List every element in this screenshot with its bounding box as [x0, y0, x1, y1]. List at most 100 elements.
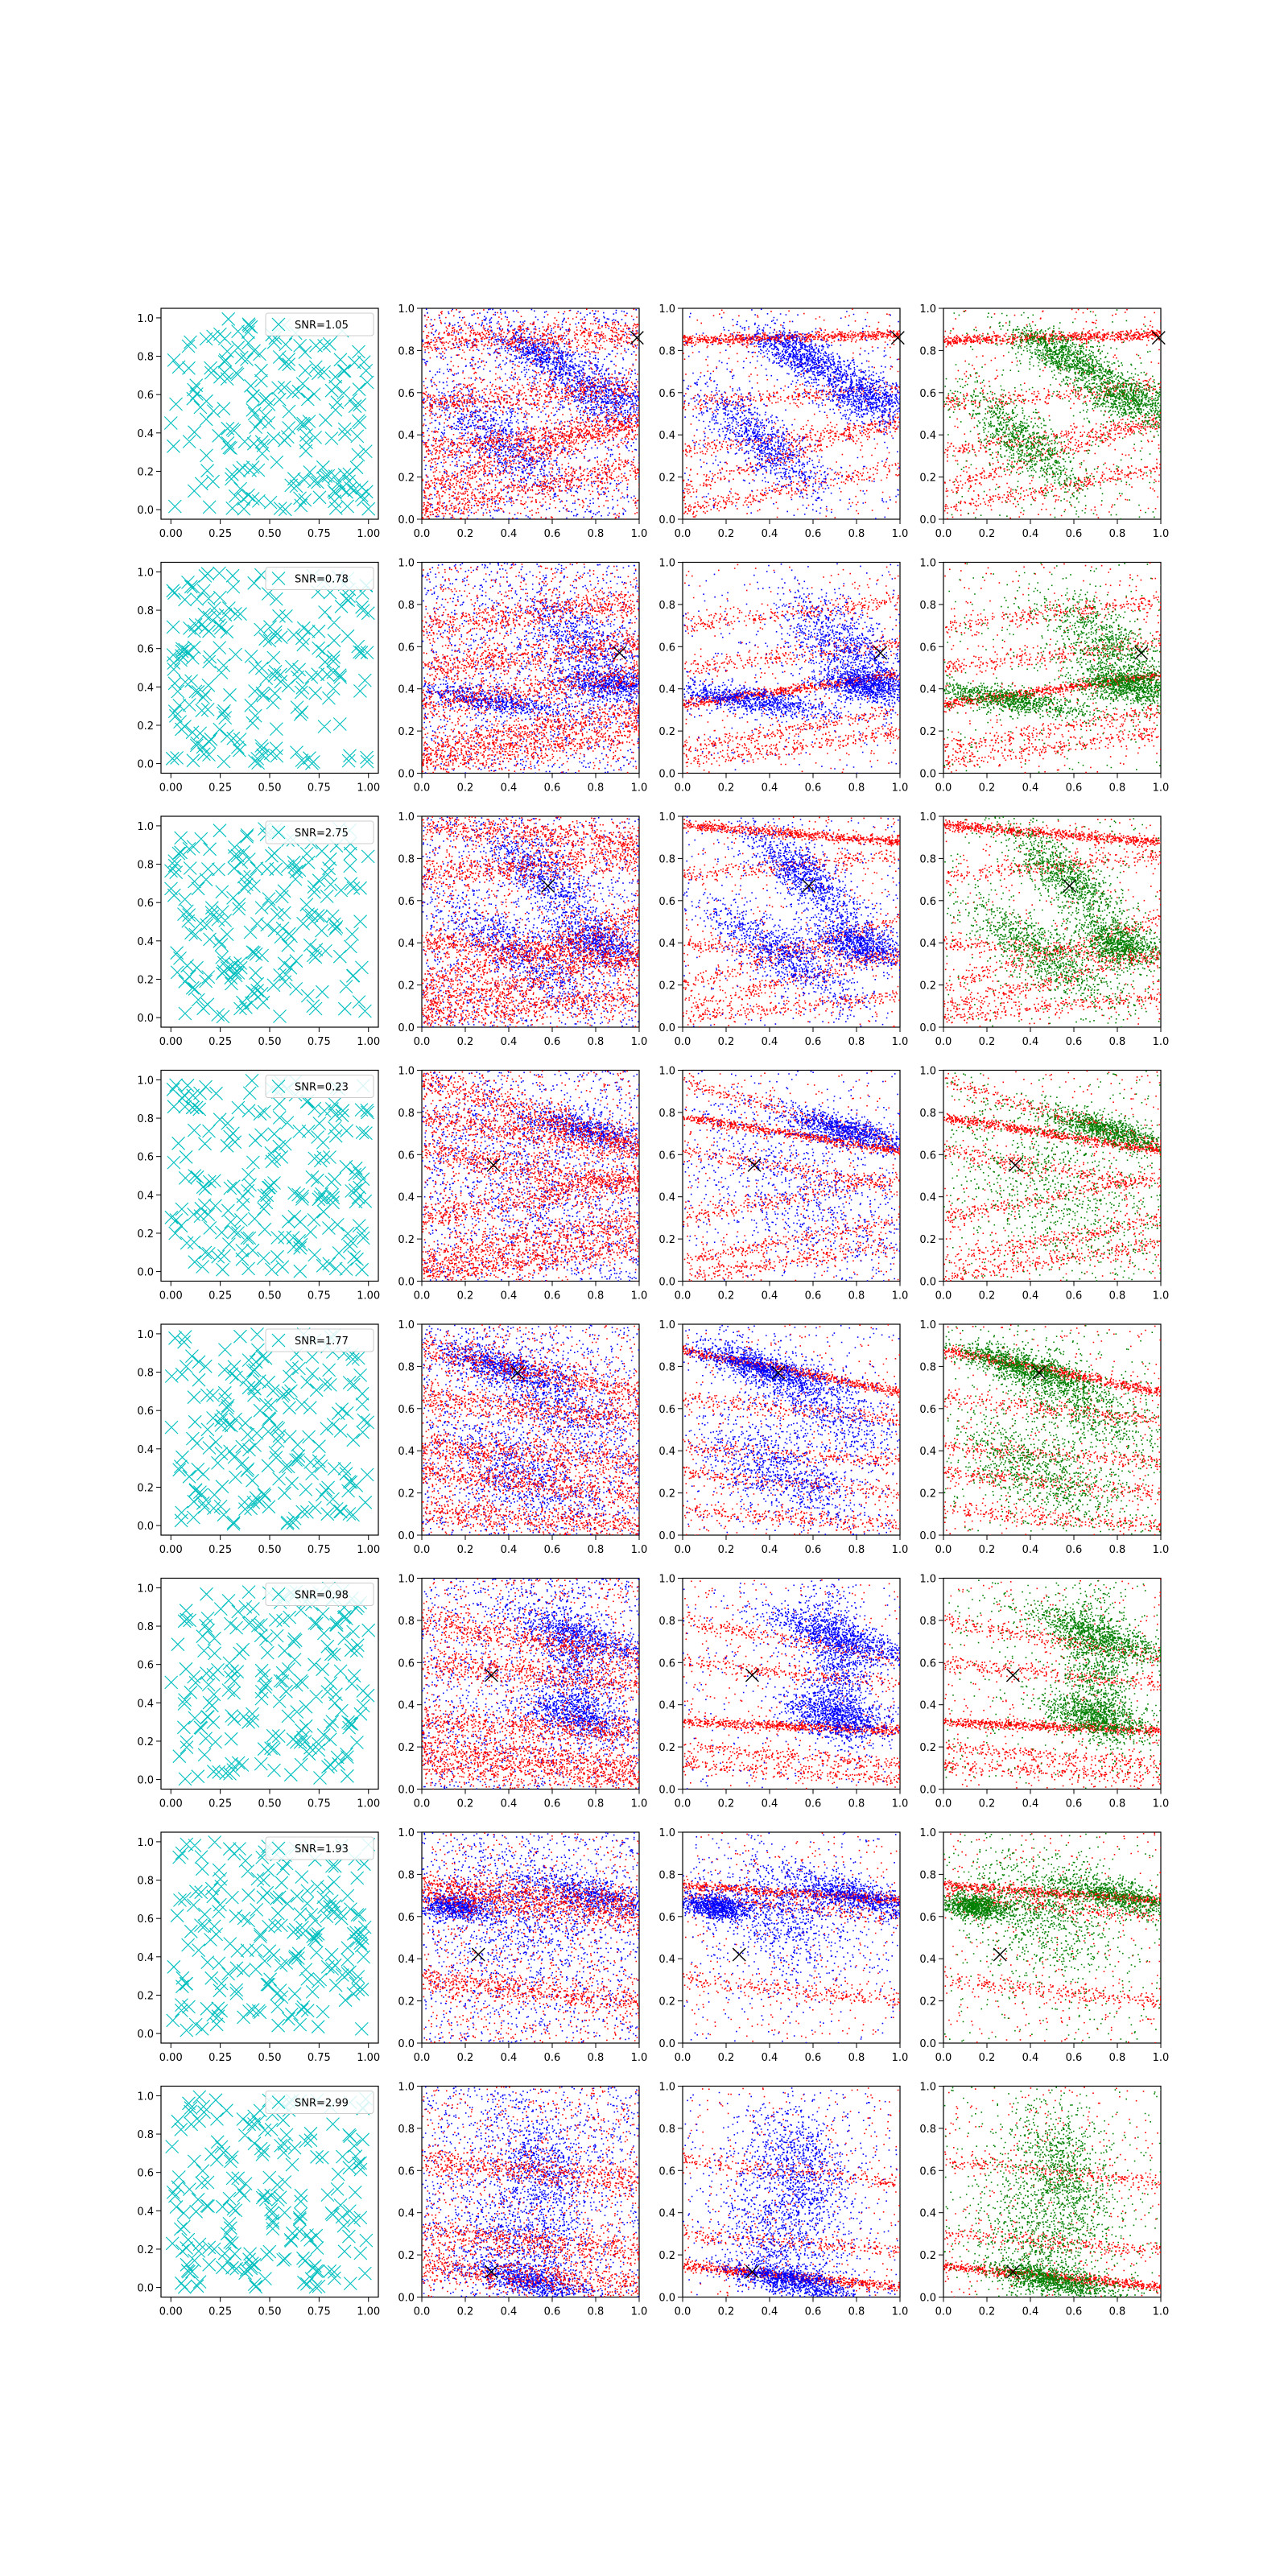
- panel-r7-c1-ytick-label: 0.2: [137, 1990, 154, 2002]
- legend-label: SNR=0.78: [295, 574, 349, 586]
- panel-r5-c2-xtick-label: 0.6: [544, 1544, 561, 1556]
- panel-r8-c1-xtick-label: 0.25: [208, 2306, 232, 2318]
- panel-r5-c4-xtick-label: 0.0: [935, 1544, 952, 1556]
- panel-r3-c2-ytick-label: 0.8: [398, 853, 415, 865]
- panel-r4-c2-ytick-label: 0.6: [398, 1150, 415, 1162]
- panel-r4-c4-xtick-label: 0.4: [1022, 1290, 1039, 1302]
- panel-r4-c1-ytick-label: 0.8: [137, 1113, 154, 1125]
- panel-r4-c1-ytick-label: 0.0: [137, 1267, 154, 1279]
- panel-r8-c3-xtick-label: 0.8: [848, 2306, 865, 2318]
- panel-r1-c1: 0.00 0.25 0.50 0.75 1.000.00.20.40.60.81.0SN…: [137, 308, 380, 540]
- panel-r2-c3-ytick-label: 1.0: [658, 558, 675, 570]
- panel-r4-c1: 0.00 0.25 0.50 0.75 1.000.00.20.40.60.81.0SN…: [137, 1071, 380, 1302]
- panel-r6-c3-ytick-label: 0.6: [658, 1657, 675, 1670]
- panel-r6-c4-ytick-label: 0.2: [919, 1742, 936, 1754]
- panel-r6-c3-xtick-label: 0.8: [848, 1798, 865, 1810]
- panel-r8-c2-ytick-label: 0.6: [398, 2165, 415, 2178]
- panel-r1-c2: 0.0 0.2 0.4 0.6 0.8 1.00.00.20.40.60.81.0: [398, 303, 647, 540]
- panel-r4-c3-ytick-label: 0.4: [658, 1192, 675, 1204]
- panel-r1-c4-ytick-label: 0.0: [919, 514, 936, 526]
- panel-r3-c1-xtick-label: 0.00: [159, 1036, 183, 1048]
- panel-r6-c2-ytick-label: 0.4: [398, 1700, 415, 1712]
- panel-r3-c1-xtick-label: 0.75: [308, 1036, 331, 1048]
- panel-r8-c2-xtick-label: 0.6: [544, 2306, 561, 2318]
- legend-label: SNR=2.99: [295, 2098, 349, 2110]
- panel-r8-c2-xtick-label: 1.0: [631, 2306, 648, 2318]
- panel-r4-c2-ytick-label: 1.0: [398, 1066, 415, 1078]
- panel-r2-c4-ytick-label: 0.0: [919, 769, 936, 781]
- panel-r4-c2-xtick-label: 0.6: [544, 1290, 561, 1302]
- panel-r1-c1-xtick-label: 1.00: [357, 528, 380, 540]
- panel-r5-c4-xtick-label: 1.0: [1153, 1544, 1170, 1556]
- panel-r1-c3-xtick-label: 0.0: [675, 528, 691, 540]
- panel-r6-c2-ytick-label: 1.0: [398, 1574, 415, 1586]
- panel-r5-c3-xtick-label: 0.0: [675, 1544, 691, 1556]
- panel-r1-c3-ytick-label: 0.6: [658, 388, 675, 400]
- panel-r2-c4-xtick-label: 0.2: [979, 782, 996, 795]
- panel-r6-c1-xtick-label: 0.00: [159, 1798, 183, 1810]
- panel-r2-c1-xtick-label: 1.00: [357, 782, 380, 795]
- legend: SNR=0.98: [266, 1583, 374, 1606]
- cyan-x-markers: [164, 312, 374, 516]
- panel-r8-c3-xtick-label: 0.0: [675, 2306, 691, 2318]
- panel-r7-c2-xtick-label: 0.0: [414, 2052, 431, 2064]
- panel-r7-c2-ytick-label: 0.8: [398, 1869, 415, 1881]
- panel-r5-c2-xtick-label: 0.2: [457, 1544, 474, 1556]
- panel-r3-c4-ytick-label: 0.2: [919, 980, 936, 993]
- panel-r2-c1-ytick-label: 0.6: [137, 644, 154, 656]
- panel-r2-c2-ytick-label: 0.6: [398, 642, 415, 654]
- panel-r8-c1-xtick-label: 0.75: [308, 2306, 331, 2318]
- panel-r1-c3-ytick-label: 0.0: [658, 514, 675, 526]
- panel-r8-c3-ytick-label: 1.0: [658, 2082, 675, 2094]
- panel-r6-c4: 0.0 0.2 0.4 0.6 0.8 1.00.00.20.40.60.81.0: [919, 1574, 1169, 1810]
- panel-r1-c4-xtick-label: 0.0: [935, 528, 952, 540]
- panel-r4-c4-xtick-label: 0.2: [979, 1290, 996, 1302]
- panel-r2-c2-xtick-label: 0.4: [501, 782, 518, 795]
- panel-r8-c1: 0.00 0.25 0.50 0.75 1.000.00.20.40.60.81.0SN…: [137, 2087, 380, 2318]
- panel-r5-c2-xtick-label: 1.0: [631, 1544, 648, 1556]
- panel-r4-c3-ytick-label: 0.0: [658, 1277, 675, 1289]
- panel-r7-c1: 0.00 0.25 0.50 0.75 1.000.00.20.40.60.81.0SN…: [137, 1832, 380, 2064]
- red-points: [683, 308, 901, 520]
- panel-r2-c4-ytick-label: 0.2: [919, 726, 936, 738]
- panel-r1-c4-xtick-label: 0.6: [1066, 528, 1083, 540]
- green-points: [945, 1579, 1162, 1789]
- panel-r3-c2-ytick-label: 0.6: [398, 896, 415, 908]
- panel-r4-c3-xtick-label: 0.8: [848, 1290, 865, 1302]
- panel-r4-c4-ytick-label: 0.2: [919, 1234, 936, 1246]
- panel-r2-c4-frame: [943, 563, 1161, 774]
- panel-r7-c3-xtick-label: 0.2: [718, 2052, 735, 2064]
- panel-r8-c4-ytick-label: 0.8: [919, 2124, 936, 2136]
- panel-r4-c4: 0.0 0.2 0.4 0.6 0.8 1.00.00.20.40.60.81.0: [919, 1066, 1169, 1302]
- panel-r5-c2-xtick-label: 0.8: [588, 1544, 605, 1556]
- panel-r5-c3-xtick-label: 0.2: [718, 1544, 735, 1556]
- red-points: [683, 2087, 901, 2298]
- panel-r4-c1-xtick-label: 1.00: [357, 1290, 380, 1302]
- panel-r3-c4-ytick-label: 0.8: [919, 853, 936, 865]
- panel-r4-c4-ytick-label: 0.6: [919, 1150, 936, 1162]
- panel-r5-c4-ytick-label: 0.8: [919, 1361, 936, 1373]
- panel-r5-c1-ytick-label: 0.6: [137, 1406, 154, 1418]
- panel-r5-c3: 0.0 0.2 0.4 0.6 0.8 1.00.00.20.40.60.81.0: [658, 1319, 908, 1556]
- panel-r7-c2-ytick-label: 0.4: [398, 1954, 415, 1966]
- panel-r5-c3-ytick-label: 0.2: [658, 1488, 675, 1501]
- panel-r4-c4-ytick-label: 0.0: [919, 1277, 936, 1289]
- legend-label: SNR=0.98: [295, 1590, 349, 1602]
- panel-r1-c3-ytick-label: 1.0: [658, 303, 675, 316]
- panel-r6-c1-xtick-label: 1.00: [357, 1798, 380, 1810]
- panel-r7-c4-ytick-label: 0.6: [919, 1912, 936, 1924]
- panel-r1-c2-xtick-label: 0.0: [414, 528, 431, 540]
- red-points: [422, 1579, 640, 1791]
- panel-r7-c4-xtick-label: 0.6: [1066, 2052, 1083, 2064]
- panel-r1-c2-ytick-label: 0.2: [398, 473, 415, 485]
- panel-r8-c1-ytick-label: 1.0: [137, 2091, 154, 2103]
- panel-r4-c2-xtick-label: 0.2: [457, 1290, 474, 1302]
- blue-points: [422, 1325, 640, 1536]
- panel-r2-c3-xtick-label: 0.0: [675, 782, 691, 795]
- panel-r7-c1-ytick-label: 0.6: [137, 1913, 154, 1926]
- panel-r7-c4-xtick-label: 1.0: [1153, 2052, 1170, 2064]
- panel-r1-c1-ytick-label: 0.2: [137, 466, 154, 478]
- green-points: [943, 563, 1162, 774]
- panel-r3-c3: 0.0 0.2 0.4 0.6 0.8 1.00.00.20.40.60.81.0: [658, 811, 908, 1048]
- panel-r2-c3-ytick-label: 0.6: [658, 642, 675, 654]
